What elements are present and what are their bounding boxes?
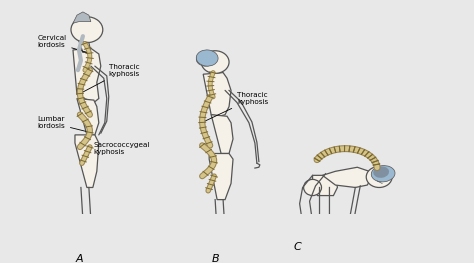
- Polygon shape: [73, 48, 101, 103]
- Ellipse shape: [371, 166, 395, 182]
- Circle shape: [201, 51, 229, 73]
- Circle shape: [71, 17, 103, 43]
- Polygon shape: [75, 135, 99, 188]
- Text: A: A: [75, 254, 83, 263]
- Text: Thoracic
kyphosis: Thoracic kyphosis: [205, 92, 268, 121]
- Text: Thoracic
kyphosis: Thoracic kyphosis: [82, 64, 140, 92]
- Polygon shape: [79, 41, 91, 52]
- Polygon shape: [322, 167, 372, 188]
- Ellipse shape: [196, 53, 214, 66]
- Polygon shape: [312, 175, 337, 196]
- Polygon shape: [73, 12, 91, 23]
- Text: C: C: [294, 242, 301, 252]
- Polygon shape: [203, 73, 231, 116]
- Text: Lumbar
lordosis: Lumbar lordosis: [37, 116, 87, 132]
- Ellipse shape: [304, 179, 321, 196]
- Ellipse shape: [373, 166, 389, 178]
- Text: Cervical
lordosis: Cervical lordosis: [37, 35, 87, 52]
- Text: Sacrococcygeal
kyphosis: Sacrococcygeal kyphosis: [88, 142, 150, 156]
- Circle shape: [366, 166, 392, 188]
- Polygon shape: [209, 154, 233, 200]
- Text: B: B: [211, 254, 219, 263]
- Ellipse shape: [196, 50, 218, 66]
- Polygon shape: [77, 98, 99, 135]
- Polygon shape: [211, 115, 233, 154]
